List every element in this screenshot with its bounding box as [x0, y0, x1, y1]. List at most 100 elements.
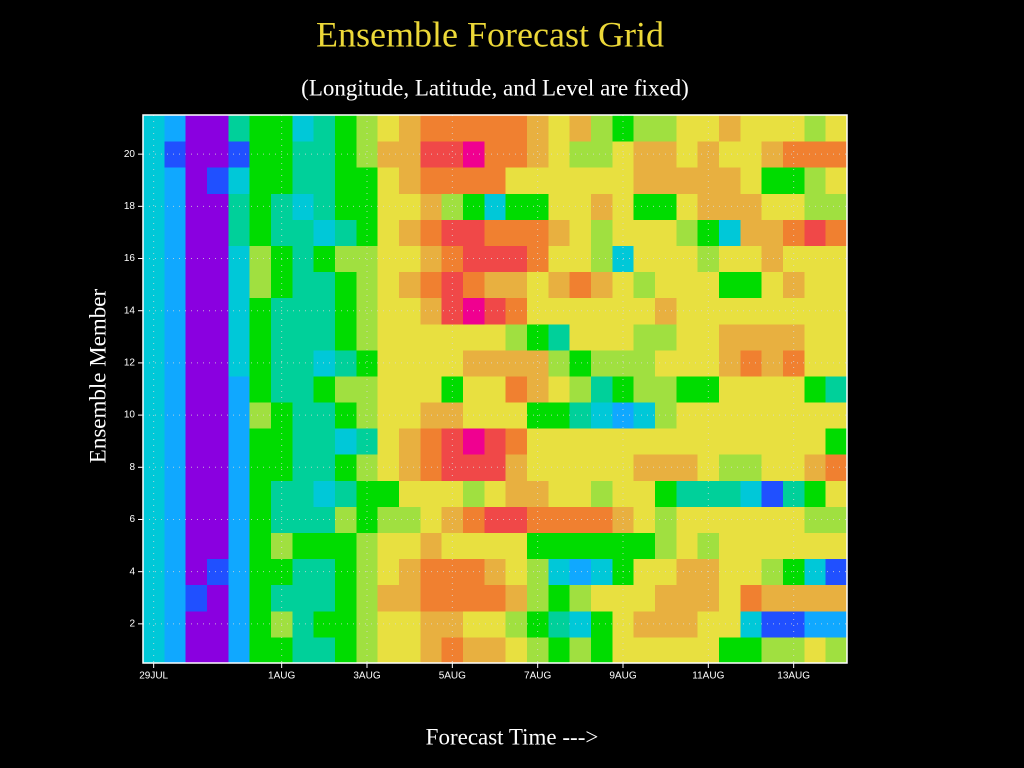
heat-cell — [441, 636, 464, 664]
heat-cell — [505, 402, 528, 429]
heat-cell — [676, 454, 699, 481]
heat-cell — [164, 245, 187, 273]
heat-cell — [761, 636, 784, 664]
heat-cell — [783, 193, 805, 220]
heat-cell — [505, 584, 528, 612]
heat-cell — [185, 349, 208, 377]
heat-cell — [335, 610, 357, 638]
heat-cell — [740, 193, 763, 220]
heat-cell — [505, 610, 528, 638]
heat-cell — [313, 193, 336, 220]
y-tick-label: 18 — [124, 201, 136, 212]
heat-cell — [335, 349, 357, 377]
heat-cell — [441, 245, 464, 273]
heat-cell — [335, 219, 357, 246]
heat-cell — [569, 558, 592, 586]
heat-cell — [313, 558, 336, 586]
heat-cell — [633, 349, 656, 377]
heat-cell — [740, 245, 763, 273]
heat-cell — [292, 584, 315, 612]
heat-cell — [783, 219, 805, 246]
heat-cell — [505, 271, 528, 299]
heat-cell — [441, 532, 464, 560]
heat-cell — [292, 558, 315, 586]
heat-cell — [527, 532, 549, 560]
heat-cell — [740, 480, 763, 507]
heat-cell — [719, 636, 741, 664]
heat-cell — [377, 558, 400, 586]
heat-cell — [484, 375, 507, 403]
heat-cell — [377, 584, 400, 612]
heat-cell — [228, 375, 251, 403]
heat-cell — [569, 610, 592, 638]
heat-cell — [463, 428, 485, 455]
heat-cell — [740, 636, 763, 664]
heat-cell — [249, 428, 272, 455]
heat-cell — [313, 506, 336, 534]
heat-cell — [740, 271, 763, 299]
heat-cell — [356, 141, 379, 168]
heat-cell — [612, 532, 635, 560]
heat-cell — [569, 506, 592, 534]
heat-cell — [313, 349, 336, 377]
heat-cell — [740, 402, 763, 429]
heat-cell — [271, 636, 293, 664]
heat-cell — [719, 141, 741, 168]
heat-cell — [185, 402, 208, 429]
heat-cell — [484, 297, 507, 325]
heat-cell — [143, 532, 165, 560]
heat-cell — [207, 323, 229, 351]
heat-cell — [335, 271, 357, 299]
x-tick-label: 5AUG — [439, 671, 466, 682]
heat-cell — [719, 558, 741, 586]
heat-cell — [164, 584, 187, 612]
heat-cell — [569, 349, 592, 377]
heat-cell — [612, 167, 635, 194]
heat-cell — [697, 349, 720, 377]
y-tick-label: 12 — [124, 358, 136, 369]
heat-cell — [377, 115, 400, 142]
heat-cell — [164, 532, 187, 560]
heat-cell — [655, 480, 677, 507]
heat-cell — [527, 297, 549, 325]
heat-cell — [761, 141, 784, 168]
heat-cell — [292, 115, 315, 142]
heat-cell — [313, 167, 336, 194]
heat-cell — [207, 349, 229, 377]
heat-cell — [569, 219, 592, 246]
heat-cell — [399, 141, 421, 168]
chart-subtitle: (Longitude, Latitude, and Level are fixe… — [301, 75, 689, 100]
heat-cell — [569, 480, 592, 507]
heat-cell — [740, 558, 763, 586]
heat-cell — [484, 349, 507, 377]
x-tick-label: 1AUG — [268, 671, 295, 682]
heat-cell — [356, 532, 379, 560]
heat-cell — [719, 349, 741, 377]
heat-cell — [356, 349, 379, 377]
heat-cell — [399, 245, 421, 273]
heat-cell — [761, 480, 784, 507]
heat-cell — [420, 167, 443, 194]
heat-cell — [761, 584, 784, 612]
heat-cell — [697, 610, 720, 638]
heat-cell — [548, 297, 571, 325]
heat-cell — [164, 375, 187, 403]
heat-cell — [207, 375, 229, 403]
heat-cell — [228, 271, 251, 299]
heat-cell — [548, 558, 571, 586]
heat-cell — [676, 636, 699, 664]
heat-cell — [804, 532, 827, 560]
heat-cell — [527, 584, 549, 612]
heat-cell — [377, 271, 400, 299]
heat-cell — [655, 271, 677, 299]
heat-cell — [633, 323, 656, 351]
heat-cell — [612, 428, 635, 455]
heat-cell — [164, 141, 187, 168]
heat-cell — [825, 193, 848, 220]
heat-cell — [633, 402, 656, 429]
heat-cell — [655, 532, 677, 560]
heat-cell — [527, 167, 549, 194]
heat-cell — [505, 636, 528, 664]
heat-cell — [633, 506, 656, 534]
